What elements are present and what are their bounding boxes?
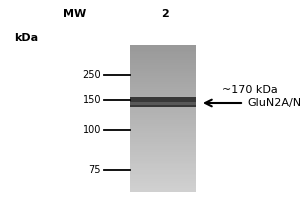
Text: kDa: kDa [14,33,38,43]
Bar [130,102,196,104]
Bar [130,82,196,84]
Text: 75: 75 [88,165,101,175]
Bar [130,179,196,181]
Bar [130,170,196,172]
Bar [130,142,196,144]
Bar [130,100,196,102]
Bar [130,113,196,115]
Bar [130,153,196,155]
Bar [130,54,196,56]
Bar [130,49,196,51]
Bar [130,161,196,163]
Bar [130,71,196,73]
Text: MW: MW [63,9,87,19]
Bar [130,93,196,95]
Bar [130,139,196,141]
Bar [130,85,196,87]
Text: 2: 2 [161,9,169,19]
Bar [130,133,196,135]
Bar [130,118,196,120]
Bar [130,87,196,89]
Bar [130,111,196,113]
Bar [130,109,196,111]
Bar [130,47,196,49]
Bar [130,122,196,124]
Bar [130,98,196,100]
Text: ~170 kDa: ~170 kDa [222,85,278,95]
Bar [130,95,196,96]
Bar [130,157,196,159]
Bar [130,181,196,183]
Bar [130,56,196,58]
Bar [130,150,196,152]
Bar [130,137,196,139]
Bar [130,188,196,190]
Bar [130,175,196,177]
Bar [130,183,196,185]
Bar [130,168,196,170]
Bar [130,104,196,106]
Bar [130,185,196,186]
Bar [130,69,196,71]
Bar [130,84,196,85]
Bar [130,190,196,192]
Bar [130,67,196,69]
Text: 100: 100 [82,125,101,135]
Bar [130,115,196,117]
Bar [130,146,196,148]
Bar [130,107,196,109]
Bar [130,126,196,128]
Bar [130,106,196,107]
Bar [130,148,196,150]
Bar [130,78,196,80]
Bar [130,128,196,130]
Bar [130,163,196,164]
Bar [130,155,196,157]
Bar [130,73,196,74]
Bar [130,65,196,67]
Bar [130,117,196,118]
Bar [130,172,196,174]
Bar [130,76,196,78]
Bar [130,63,196,65]
Bar [130,166,196,168]
Text: GluN2A/NRA: GluN2A/NRA [247,98,300,108]
Bar [130,130,196,131]
Bar [130,159,196,161]
Bar [130,152,196,153]
Bar [130,51,196,52]
Bar [130,45,196,47]
Bar [130,102,196,104]
Bar [130,60,196,62]
Bar [130,135,196,137]
Text: 150: 150 [82,95,101,105]
Bar [130,186,196,188]
Bar [130,58,196,60]
Bar [130,164,196,166]
Bar [130,131,196,133]
Bar [130,144,196,146]
Bar [130,141,196,142]
Bar [130,91,196,93]
Bar [130,74,196,76]
Bar [130,124,196,126]
Bar [130,52,196,54]
Bar [130,96,196,98]
Text: 250: 250 [82,70,101,80]
Bar [130,62,196,63]
Bar [130,89,196,91]
Bar [130,177,196,179]
Bar [130,97,196,107]
Bar [130,120,196,122]
Bar [130,80,196,82]
Bar [130,174,196,175]
